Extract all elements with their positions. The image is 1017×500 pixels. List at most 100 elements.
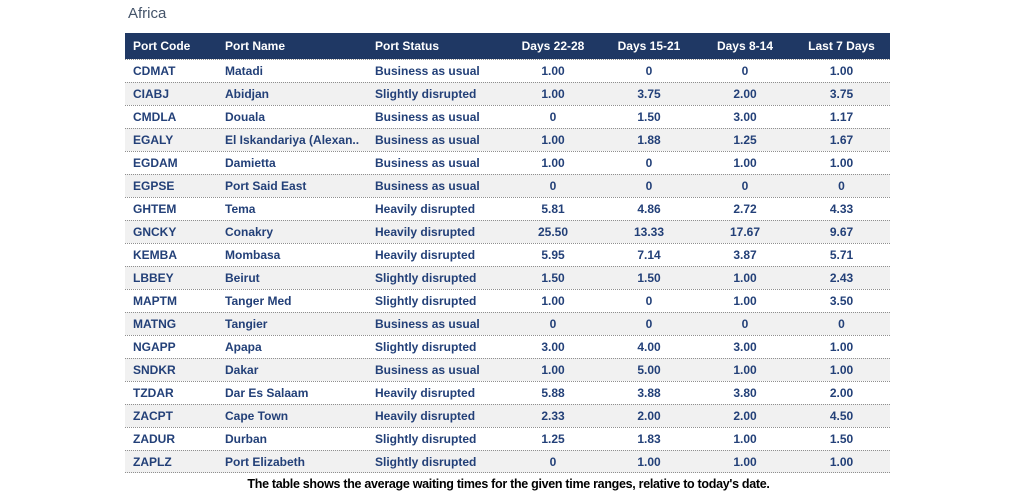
port-status-cell: Heavily disrupted: [375, 225, 476, 239]
days-15-21-cell: 1.00: [637, 455, 661, 469]
table-row[interactable]: GHTEM Tema Heavily disrupted 5.81 4.86 2.72 4.…: [125, 197, 890, 220]
last-7-days-cell: 1.50: [829, 432, 854, 446]
table-row[interactable]: EGALY El Iskandariya (Alexan.. Business as…: [125, 128, 890, 151]
column-header-days-15-21[interactable]: Days 15-21: [617, 39, 681, 53]
table-row[interactable]: EGPSE Port Said East Business as usual 0 0 0 0: [125, 174, 890, 197]
port-name-cell: Matadi: [225, 64, 264, 78]
port-status-cell: Heavily disrupted: [375, 202, 476, 216]
column-header-days-22-28[interactable]: Days 22-28: [521, 39, 585, 53]
port-status-cell: Slightly disrupted: [375, 294, 477, 308]
port-code-cell: EGDAM: [133, 156, 178, 170]
days-8-14-cell: 1.00: [733, 294, 757, 308]
days-22-28-cell: 5.88: [541, 386, 565, 400]
last-7-days-cell: 1.00: [829, 363, 854, 377]
table-row[interactable]: EGDAM Damietta Business as usual 1.00 0 1.00 1…: [125, 151, 890, 174]
table-caption: The table shows the average waiting time…: [247, 477, 770, 491]
days-22-28-cell: 1.00: [541, 294, 565, 308]
days-15-21-cell: 1.50: [637, 271, 661, 285]
port-status-cell: Slightly disrupted: [375, 271, 477, 285]
port-status-cell: Slightly disrupted: [375, 87, 477, 101]
days-8-14-cell: 2.72: [733, 202, 757, 216]
days-15-21-cell: 1.83: [637, 432, 661, 446]
last-7-days-cell: 1.67: [829, 133, 854, 147]
days-8-14-cell: 0: [741, 179, 749, 193]
port-code-cell: ZACPT: [133, 409, 173, 423]
days-15-21-cell: 7.14: [637, 248, 661, 262]
days-15-21-cell: 0: [645, 64, 653, 78]
table-row[interactable]: TZDAR Dar Es Salaam Heavily disrupted 5.88 3…: [125, 381, 890, 404]
port-name-cell: Dar Es Salaam: [225, 386, 309, 400]
port-code-cell: ZAPLZ: [133, 455, 172, 469]
table-row[interactable]: CMDLA Douala Business as usual 0 1.50 3.00 1.1…: [125, 105, 890, 128]
port-name-cell: Port Elizabeth: [225, 455, 306, 469]
port-code-cell: NGAPP: [133, 340, 176, 354]
port-status-cell: Business as usual: [375, 156, 480, 170]
port-status-cell: Heavily disrupted: [375, 409, 476, 423]
days-15-21-cell: 1.88: [637, 133, 661, 147]
waiting-times-table: Port Code Port Name Port Status Days 22-…: [125, 33, 890, 473]
port-status-cell: Heavily disrupted: [375, 248, 476, 262]
last-7-days-cell: 1.00: [829, 156, 854, 170]
port-name-cell: Conakry: [225, 225, 274, 239]
days-8-14-cell: 1.00: [733, 271, 757, 285]
days-22-28-cell: 0: [549, 455, 557, 469]
days-8-14-cell: 3.00: [733, 110, 757, 124]
table-row[interactable]: ZACPT Cape Town Heavily disrupted 2.33 2.00 2…: [125, 404, 890, 427]
days-15-21-cell: 3.75: [637, 87, 661, 101]
column-header-port-code[interactable]: Port Code: [133, 39, 191, 53]
table-row[interactable]: NGAPP Apapa Slightly disrupted 3.00 4.00 3.00…: [125, 335, 890, 358]
days-8-14-cell: 3.00: [733, 340, 757, 354]
last-7-days-cell: 1.17: [829, 110, 854, 124]
days-8-14-cell: 2.00: [733, 87, 757, 101]
port-name-cell: Tema: [225, 202, 256, 216]
last-7-days-cell: 0: [838, 179, 845, 193]
column-header-days-8-14[interactable]: Days 8-14: [716, 39, 774, 53]
port-name-cell: Port Said East: [225, 179, 307, 193]
days-22-28-cell: 1.50: [541, 271, 565, 285]
days-15-21-cell: 13.33: [633, 225, 665, 239]
days-15-21-cell: 3.88: [637, 386, 661, 400]
days-8-14-cell: 1.00: [733, 432, 757, 446]
port-name-cell: El Iskandariya (Alexan..: [225, 133, 360, 147]
days-15-21-cell: 0: [645, 294, 653, 308]
days-8-14-cell: 3.87: [733, 248, 757, 262]
table-row[interactable]: MATNG Tangier Business as usual 0 0 0 0: [125, 312, 890, 335]
last-7-days-cell: 1.00: [829, 64, 854, 78]
table-row[interactable]: KEMBA Mombasa Heavily disrupted 5.95 7.14 3.8…: [125, 243, 890, 266]
column-header-port-name[interactable]: Port Name: [225, 39, 286, 53]
last-7-days-cell: 1.00: [829, 340, 854, 354]
port-name-cell: Mombasa: [225, 248, 281, 262]
table-row[interactable]: ZADUR Durban Slightly disrupted 1.25 1.83 1.0…: [125, 427, 890, 450]
days-22-28-cell: 0: [549, 179, 557, 193]
port-code-cell: GNCKY: [133, 225, 177, 239]
days-22-28-cell: 3.00: [541, 340, 565, 354]
port-code-cell: CIABJ: [133, 87, 170, 101]
table-row[interactable]: CDMAT Matadi Business as usual 1.00 0 0 1.00: [125, 59, 890, 82]
port-name-cell: Douala: [225, 110, 266, 124]
port-code-cell: KEMBA: [133, 248, 177, 262]
column-header-port-status[interactable]: Port Status: [375, 39, 440, 53]
table-row[interactable]: MAPTM Tanger Med Slightly disrupted 1.00 0 1.…: [125, 289, 890, 312]
last-7-days-cell: 0: [838, 317, 845, 331]
column-header-last-7-days[interactable]: Last 7 Days: [808, 39, 875, 53]
days-8-14-cell: 1.00: [733, 455, 757, 469]
port-status-cell: Business as usual: [375, 133, 480, 147]
days-22-28-cell: 2.33: [541, 409, 565, 423]
table-row[interactable]: CIABJ Abidjan Slightly disrupted 1.00 3.75 2.…: [125, 82, 890, 105]
table-row[interactable]: ZAPLZ Port Elizabeth Slightly disrupted 0 1.…: [125, 450, 890, 473]
days-8-14-cell: 17.67: [729, 225, 761, 239]
sheet-title: Africa: [128, 5, 167, 22]
days-22-28-cell: 1.00: [541, 64, 565, 78]
days-22-28-cell: 0: [549, 317, 557, 331]
table-row[interactable]: LBBEY Beirut Slightly disrupted 1.50 1.50 1.0…: [125, 266, 890, 289]
days-15-21-cell: 0: [645, 317, 653, 331]
days-8-14-cell: 1.25: [733, 133, 757, 147]
port-name-cell: Tangier: [225, 317, 268, 331]
table-row[interactable]: SNDKR Dakar Business as usual 1.00 5.00 1.00 1…: [125, 358, 890, 381]
table-row[interactable]: GNCKY Conakry Heavily disrupted 25.50 13.33 1…: [125, 220, 890, 243]
port-status-cell: Slightly disrupted: [375, 340, 477, 354]
last-7-days-cell: 4.33: [829, 202, 854, 216]
days-15-21-cell: 0: [645, 179, 653, 193]
port-name-cell: Beirut: [225, 271, 260, 285]
last-7-days-cell: 2.43: [829, 271, 854, 285]
